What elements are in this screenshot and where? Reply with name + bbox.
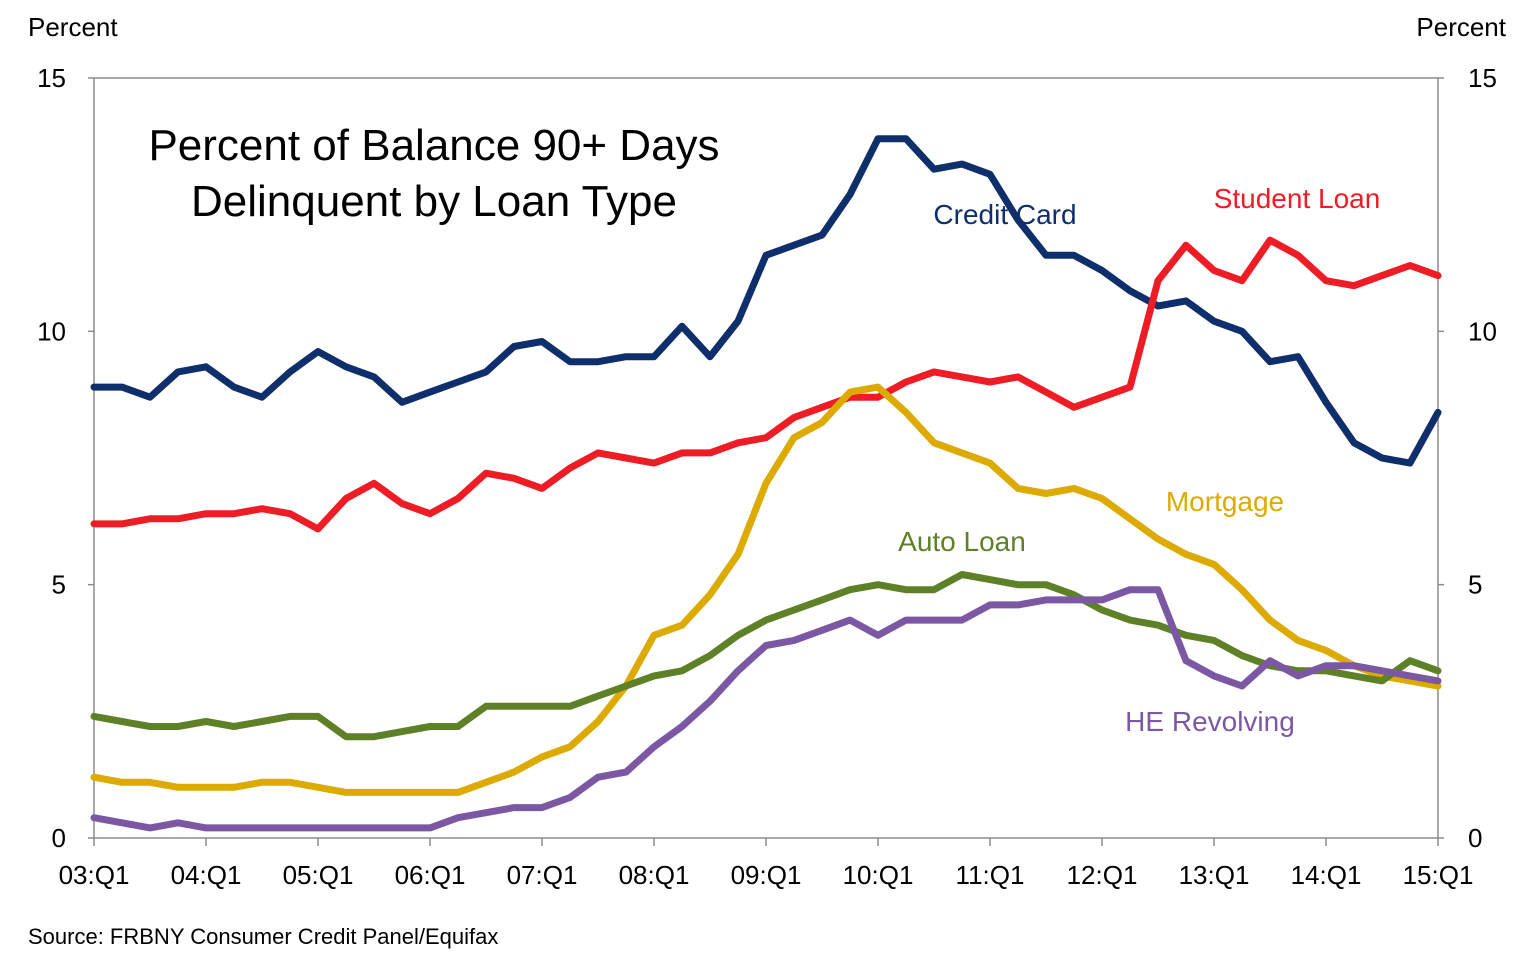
- series-label-mortgage: Mortgage: [1166, 486, 1284, 517]
- series-line-auto-loan: [90, 571, 1442, 741]
- series-label-he-revolving: HE Revolving: [1125, 706, 1295, 737]
- x-tick-label: 03:Q1: [59, 860, 130, 890]
- x-axis: 03:Q1 04:Q1 05:Q1 06:Q1 07:Q1 08:Q1 09:Q1 10:Q1…: [59, 838, 1474, 890]
- y-tick-label-right: 15: [1468, 63, 1497, 93]
- series-labels: Credit Card Student Loan Mortgage Auto Loan…: [898, 183, 1380, 737]
- y-axis-left: 0 5 10 15: [37, 63, 94, 853]
- series-group: [90, 135, 1442, 832]
- y-tick-label-left: 15: [37, 63, 66, 93]
- series-label-credit-card: Credit Card: [933, 199, 1076, 230]
- x-tick-label: 10:Q1: [843, 860, 914, 890]
- y-tick-label-right: 10: [1468, 316, 1497, 346]
- y-tick-label-right: 5: [1468, 570, 1482, 600]
- y-tick-label-left: 0: [52, 823, 66, 853]
- series-line-student-loan: [90, 236, 1442, 533]
- y-tick-label-right: 0: [1468, 823, 1482, 853]
- chart-title-line-1: Percent of Balance 90+ Days: [148, 121, 720, 170]
- x-tick-label: 05:Q1: [283, 860, 354, 890]
- y-tick-label-left: 5: [52, 570, 66, 600]
- x-tick-label: 15:Q1: [1403, 860, 1474, 890]
- x-tick-label: 14:Q1: [1291, 860, 1362, 890]
- x-tick-label: 07:Q1: [507, 860, 578, 890]
- y-axis-title-right: Percent: [1416, 12, 1506, 42]
- x-tick-label: 11:Q1: [956, 860, 1025, 890]
- source-note: Source: FRBNY Consumer Credit Panel/Equi…: [28, 924, 499, 949]
- series-line-credit-card: [90, 135, 1442, 467]
- series-label-student-loan: Student Loan: [1214, 183, 1381, 214]
- y-axis-title-left: Percent: [28, 12, 118, 42]
- x-tick-label: 09:Q1: [731, 860, 802, 890]
- chart-title: Percent of Balance 90+ Days Delinquent b…: [100, 118, 768, 230]
- chart-title-line-2: Delinquent by Loan Type: [191, 177, 677, 226]
- x-tick-label: 08:Q1: [619, 860, 690, 890]
- series-line-he-revolving: [90, 586, 1442, 832]
- y-axis-right: 0 5 10 15: [1438, 63, 1497, 853]
- series-line-mortgage: [90, 383, 1442, 796]
- x-tick-label: 04:Q1: [171, 860, 242, 890]
- x-tick-label: 13:Q1: [1179, 860, 1250, 890]
- x-tick-label: 12:Q1: [1067, 860, 1138, 890]
- x-tick-label: 06:Q1: [395, 860, 466, 890]
- series-label-auto-loan: Auto Loan: [898, 526, 1026, 557]
- y-tick-label-left: 10: [37, 316, 66, 346]
